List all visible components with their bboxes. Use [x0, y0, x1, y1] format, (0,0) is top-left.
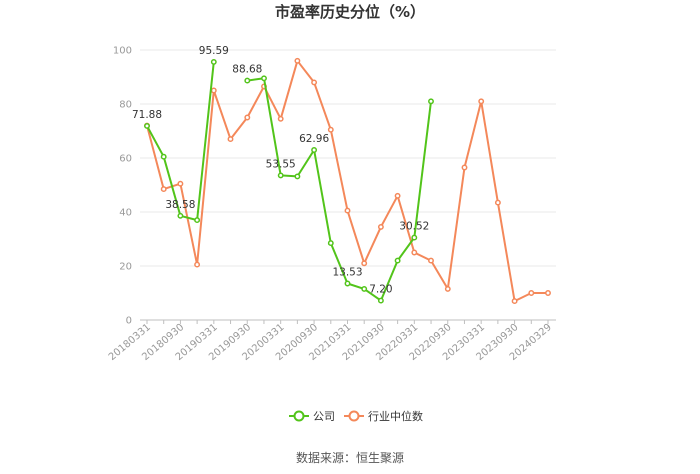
data-point: [177, 212, 184, 219]
series-layer: [144, 57, 551, 305]
data-point: [160, 153, 167, 160]
data-point: [160, 186, 167, 193]
y-tick-label: 20: [119, 262, 132, 273]
data-point: [210, 87, 217, 94]
data-point: [177, 180, 184, 187]
data-label: 88.68: [232, 64, 262, 76]
grid-lines: [140, 49, 556, 267]
y-tick-label: 40: [119, 208, 132, 219]
data-point: [361, 260, 368, 267]
data-point: [511, 298, 518, 305]
data-point: [327, 126, 334, 133]
data-point: [244, 77, 251, 84]
y-tick-label: 60: [119, 154, 132, 165]
data-label: 71.88: [132, 109, 162, 121]
data-point: [428, 257, 434, 264]
data-label: 13.53: [332, 267, 362, 279]
data-point: [461, 164, 468, 171]
series-line-industry-median: [146, 59, 548, 303]
data-label: 30.52: [399, 221, 429, 233]
y-tick-label: 80: [119, 100, 132, 111]
data-point: [411, 249, 418, 256]
data-point: [327, 240, 334, 247]
data-label: 7.20: [369, 284, 392, 296]
chart-title: 市盈率历史分位（%）: [275, 3, 425, 21]
data-point: [444, 285, 451, 292]
data-point: [194, 261, 201, 268]
legend: 公司 行业中位数: [289, 409, 423, 423]
legend-item-industry-median: 行业中位数: [344, 409, 423, 423]
data-label: 95.59: [199, 45, 229, 57]
data-point: [344, 280, 351, 287]
legend-label: 公司: [313, 410, 335, 423]
data-point: [411, 234, 418, 241]
data-point: [227, 136, 234, 143]
data-point: [261, 75, 267, 82]
data-label: 62.96: [299, 133, 329, 145]
data-point: [377, 223, 384, 230]
data-point: [528, 290, 535, 296]
legend-label: 行业中位数: [368, 409, 423, 423]
data-point: [377, 297, 384, 304]
data-point: [294, 173, 301, 180]
source-note: 数据来源：恒生聚源: [296, 450, 404, 465]
data-point: [494, 199, 501, 206]
data-point: [244, 114, 251, 121]
data-label: 38.58: [165, 199, 195, 211]
data-point: [311, 147, 318, 153]
y-tick-label: 100: [113, 46, 132, 57]
data-label: 53.55: [266, 158, 296, 170]
legend-marker-icon: [348, 410, 360, 422]
data-point: [394, 192, 401, 199]
data-point: [277, 115, 284, 122]
series-line-company: [247, 77, 432, 302]
y-tick-label: 0: [126, 316, 132, 327]
data-point: [545, 290, 551, 296]
data-point: [294, 57, 301, 64]
data-point: [478, 98, 485, 105]
legend-item-company: 公司: [289, 410, 335, 423]
data-point: [361, 285, 368, 292]
data-point: [277, 172, 284, 179]
data-point: [344, 207, 351, 214]
data-point: [210, 58, 217, 65]
data-point: [194, 217, 201, 224]
data-point: [144, 122, 150, 129]
legend-marker-icon: [293, 410, 305, 422]
data-point: [394, 257, 401, 264]
data-point: [311, 79, 318, 86]
data-point: [428, 98, 434, 105]
